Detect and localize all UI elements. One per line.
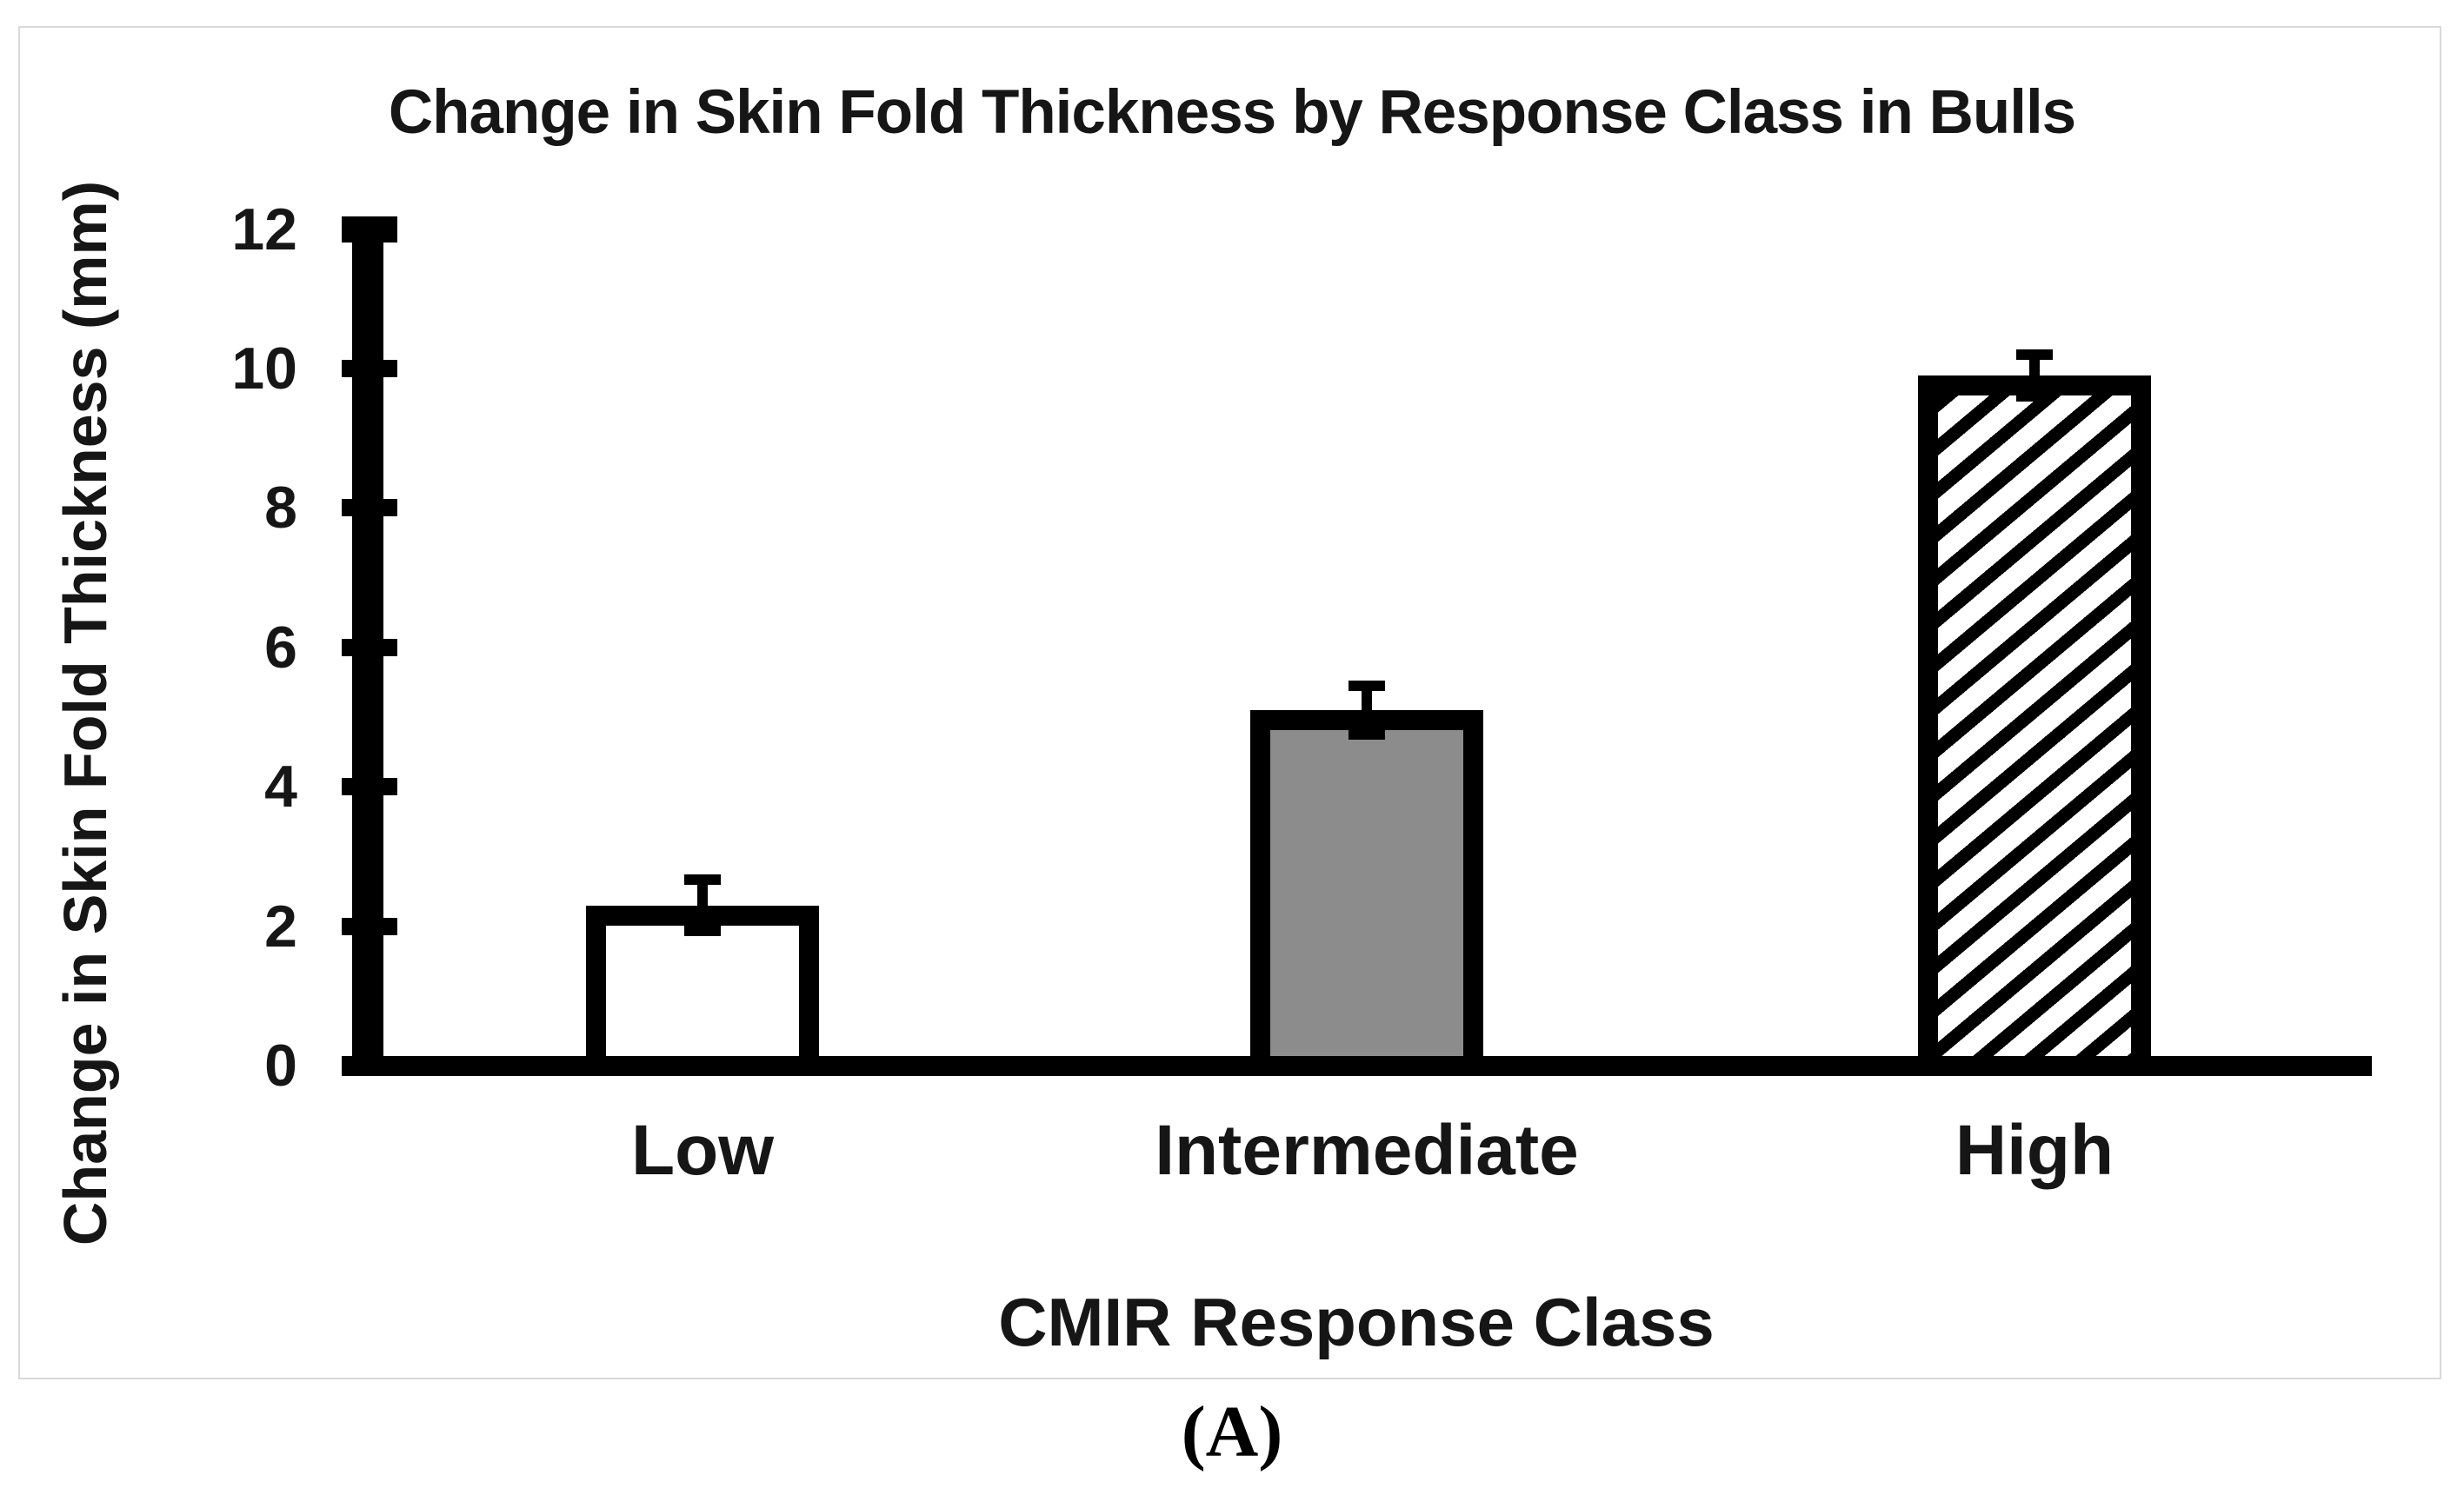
error-bar-stem-low <box>697 879 708 932</box>
error-bar-cap-top-low <box>684 874 721 885</box>
bar-intermediate <box>1250 709 1483 1076</box>
error-bar-cap-bottom-low <box>684 926 721 937</box>
error-bar-stem-high <box>2029 354 2040 397</box>
y-tick-label: 2 <box>264 893 297 960</box>
x-tick-label-low: Low <box>631 1111 774 1190</box>
y-tick-label: 10 <box>231 336 297 402</box>
y-tick-label: 4 <box>264 754 297 821</box>
x-tick-label-high: High <box>1955 1111 2114 1190</box>
chart-title: Change in Skin Fold Thickness by Respons… <box>388 78 2076 147</box>
y-tick-label: 12 <box>231 196 297 262</box>
figure-caption: (A) <box>1181 1392 1283 1472</box>
y-tick-label: 8 <box>264 475 297 542</box>
error-bar-cap-bottom-intermediate <box>1349 729 1385 741</box>
error-bar-cap-top-high <box>2016 349 2053 360</box>
y-tick-label: 6 <box>264 614 297 681</box>
error-bar-cap-bottom-high <box>2016 391 2053 402</box>
x-tick-label-intermediate: Intermediate <box>1155 1111 1579 1190</box>
bar-high <box>1918 375 2151 1076</box>
error-bar-stem-intermediate <box>1362 685 1372 735</box>
x-axis-title: CMIR Response Class <box>998 1284 1715 1360</box>
y-axis-line <box>352 216 383 1076</box>
error-bar-cap-top-intermediate <box>1349 680 1385 691</box>
y-tick-label: 0 <box>264 1033 297 1099</box>
